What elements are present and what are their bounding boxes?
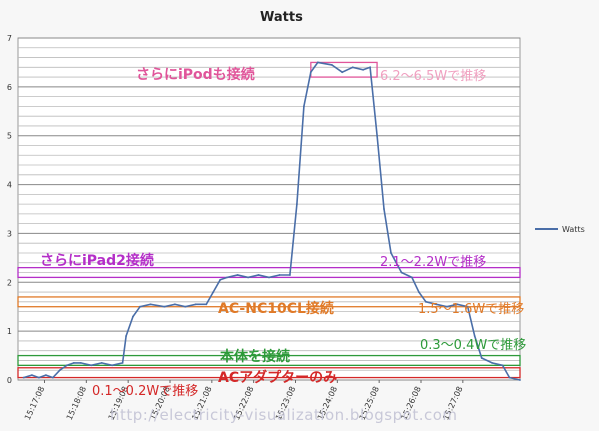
data-point [38,376,40,379]
annotation-acnc10cl-value: 1.5〜1.6Wで推移 [418,302,525,317]
data-point [435,303,438,306]
data-point [456,303,459,306]
y-tick-label: 1 [7,327,12,336]
data-point [205,303,208,306]
data-point [445,305,448,308]
legend-label: Watts [562,225,585,234]
y-tick-label: 2 [7,278,12,287]
data-point [303,105,305,108]
data-point [296,203,298,206]
y-tick-label: 3 [7,229,12,238]
y-tick-label: 0 [7,376,12,385]
data-point [52,376,54,379]
annotation-ipod-label: さらにiPodも接続 [136,67,255,83]
data-point [90,364,93,367]
data-point [508,376,511,379]
data-point [139,305,141,308]
data-point [219,278,222,281]
annotation-body-box [17,354,521,366]
data-point [31,374,33,376]
data-point [501,364,504,367]
annotation-ipad2-value: 2.1〜2.2Wで推移 [380,255,487,270]
annotation-body-value: 0.3〜0.4Wで推移 [420,338,527,353]
data-point [418,291,420,293]
data-point [309,71,312,74]
data-point [163,305,166,308]
chart-title: Watts [260,10,303,25]
data-point [491,362,493,364]
annotation-ipod-value: 6.2〜6.5Wで推移 [380,69,487,84]
annotation-acnc10cl-box [17,296,521,308]
data-point [289,274,291,276]
y-tick-label: 4 [7,181,12,190]
annotation-adapter-label: ACアダプターのみ [218,370,338,386]
data-point [400,271,403,274]
data-point [212,291,215,293]
data-point [65,364,68,367]
data-point [79,362,82,364]
data-point [100,362,103,364]
data-point [111,364,113,367]
data-point [72,362,75,364]
data-point [125,335,127,337]
data-point [121,362,124,364]
y-tick-label: 7 [7,34,12,43]
annotation-acnc10cl-label: AC-NC10CL接続 [218,301,334,317]
data-point [184,305,187,308]
y-tick-label: 5 [7,132,12,141]
data-point [22,376,25,379]
watermark-url: http://electricity-visualization.blogspo… [110,406,458,424]
data-point [466,305,469,308]
data-point [194,303,197,306]
x-tick-label: 15:18:08 [65,385,88,421]
data-point [316,61,319,64]
data-point [519,379,521,381]
data-point [411,276,413,279]
data-point [236,274,239,276]
data-point [425,300,427,303]
data-point [247,276,250,279]
data-point [58,369,61,372]
data-point [341,71,344,74]
annotation-body-label: 本体を接続 [220,349,290,365]
data-point [174,303,176,306]
data-point [369,66,371,69]
data-point [390,252,392,254]
annotation-adapter-value: 0.1〜0.2Wで推移 [92,384,199,399]
data-point [351,66,354,69]
data-point [376,134,378,137]
data-point [330,64,333,66]
annotation-ipod-box [310,61,378,78]
data-point [226,276,229,279]
data-point [362,68,364,71]
plot-area [17,37,521,381]
data-point [480,357,483,359]
data-point [383,208,385,210]
data-point [149,303,152,306]
annotation-adapter-box [17,367,521,379]
data-point [473,335,476,337]
data-point [257,274,260,276]
x-tick-label: 15:17:08 [23,385,46,421]
data-point [278,274,281,276]
data-point [132,315,134,318]
annotation-ipad2-label: さらにiPad2接続 [40,253,154,269]
data-point [268,276,270,279]
data-point [45,374,47,376]
y-tick-label: 6 [7,83,12,92]
